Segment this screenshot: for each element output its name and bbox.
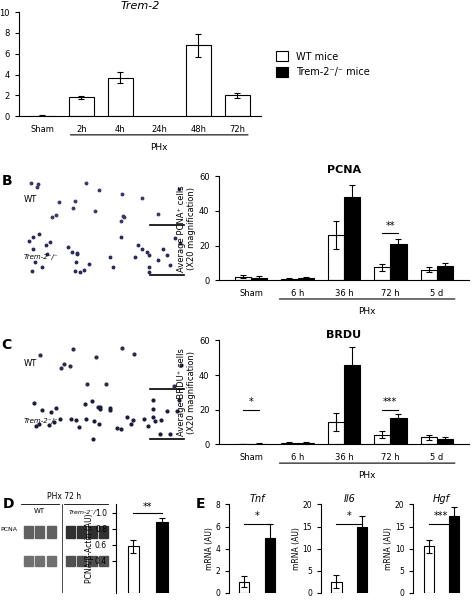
Bar: [77, 556, 86, 566]
Bar: [185, 45, 211, 116]
Text: *: *: [255, 511, 259, 522]
Bar: [225, 96, 250, 116]
Bar: [424, 546, 434, 593]
Bar: [328, 235, 344, 280]
Text: PHx: PHx: [151, 143, 168, 152]
Bar: [391, 244, 407, 280]
Text: **: **: [143, 502, 152, 512]
Y-axis label: mRNA (AU): mRNA (AU): [384, 527, 393, 570]
Bar: [420, 270, 437, 280]
Text: Trem-2⁻/⁻: Trem-2⁻/⁻: [24, 254, 59, 260]
Bar: [156, 522, 168, 593]
Text: ***: ***: [383, 397, 398, 407]
Bar: [298, 278, 314, 280]
Bar: [357, 526, 367, 593]
Text: PHx: PHx: [358, 471, 376, 480]
Title: BRDU: BRDU: [327, 330, 362, 339]
Bar: [251, 278, 267, 280]
Bar: [298, 443, 314, 445]
Bar: [47, 556, 56, 566]
Bar: [235, 277, 251, 280]
Bar: [437, 439, 453, 445]
Bar: [77, 526, 86, 538]
Title: Il6: Il6: [343, 494, 355, 504]
Bar: [47, 526, 56, 538]
Bar: [24, 526, 33, 538]
Bar: [36, 526, 45, 538]
Bar: [264, 538, 275, 593]
Bar: [281, 443, 298, 445]
Bar: [281, 278, 298, 280]
Y-axis label: mRNA (AU): mRNA (AU): [205, 527, 214, 570]
Text: PHx 72 h: PHx 72 h: [47, 492, 82, 501]
Text: PCNA: PCNA: [0, 527, 17, 532]
Y-axis label: mRNA (AU): mRNA (AU): [292, 527, 301, 570]
Bar: [88, 556, 97, 566]
Bar: [19, 392, 193, 393]
Bar: [374, 267, 391, 280]
Text: B: B: [1, 174, 12, 188]
Bar: [239, 582, 249, 593]
Bar: [128, 546, 139, 593]
Bar: [331, 582, 342, 593]
Bar: [88, 526, 97, 538]
Text: WT: WT: [33, 508, 45, 514]
Bar: [449, 515, 459, 593]
Bar: [66, 526, 75, 538]
Bar: [328, 422, 344, 445]
Title: PCNA: PCNA: [327, 165, 361, 175]
Title: Hgf: Hgf: [433, 494, 450, 504]
Legend: WT mice, Trem-2⁻/⁻ mice: WT mice, Trem-2⁻/⁻ mice: [276, 51, 370, 77]
Text: Trem-2⁻/⁻: Trem-2⁻/⁻: [69, 509, 100, 514]
Text: Trem-2⁻/⁻: Trem-2⁻/⁻: [24, 419, 59, 425]
Title: Tnf: Tnf: [249, 494, 265, 504]
Text: **: **: [386, 221, 395, 231]
Bar: [391, 419, 407, 445]
Bar: [36, 556, 45, 566]
Text: D: D: [2, 497, 14, 511]
Y-axis label: Average PCNA⁺ cells
(X20 magnification): Average PCNA⁺ cells (X20 magnification): [177, 185, 196, 272]
Bar: [374, 435, 391, 445]
Text: PHx: PHx: [358, 307, 376, 316]
Bar: [437, 266, 453, 280]
Bar: [344, 365, 360, 445]
Bar: [19, 227, 193, 229]
Bar: [344, 197, 360, 280]
Text: *: *: [249, 397, 254, 407]
Bar: [108, 77, 133, 116]
Bar: [251, 443, 267, 445]
Text: *: *: [347, 511, 352, 522]
Text: ***: ***: [434, 511, 448, 522]
Y-axis label: Average BRDU⁺ cells
(X20 magnification): Average BRDU⁺ cells (X20 magnification): [177, 348, 196, 436]
Bar: [24, 556, 33, 566]
Text: C: C: [1, 338, 12, 352]
Bar: [99, 556, 108, 566]
Title: Trem-2: Trem-2: [120, 1, 159, 11]
Bar: [420, 437, 437, 445]
Text: WT: WT: [24, 195, 37, 204]
Y-axis label: PCNA/β-Actin (AU): PCNA/β-Actin (AU): [84, 514, 93, 583]
Text: E: E: [196, 497, 205, 511]
Bar: [69, 97, 94, 116]
Bar: [99, 526, 108, 538]
Bar: [66, 556, 75, 566]
Text: WT: WT: [24, 359, 37, 368]
